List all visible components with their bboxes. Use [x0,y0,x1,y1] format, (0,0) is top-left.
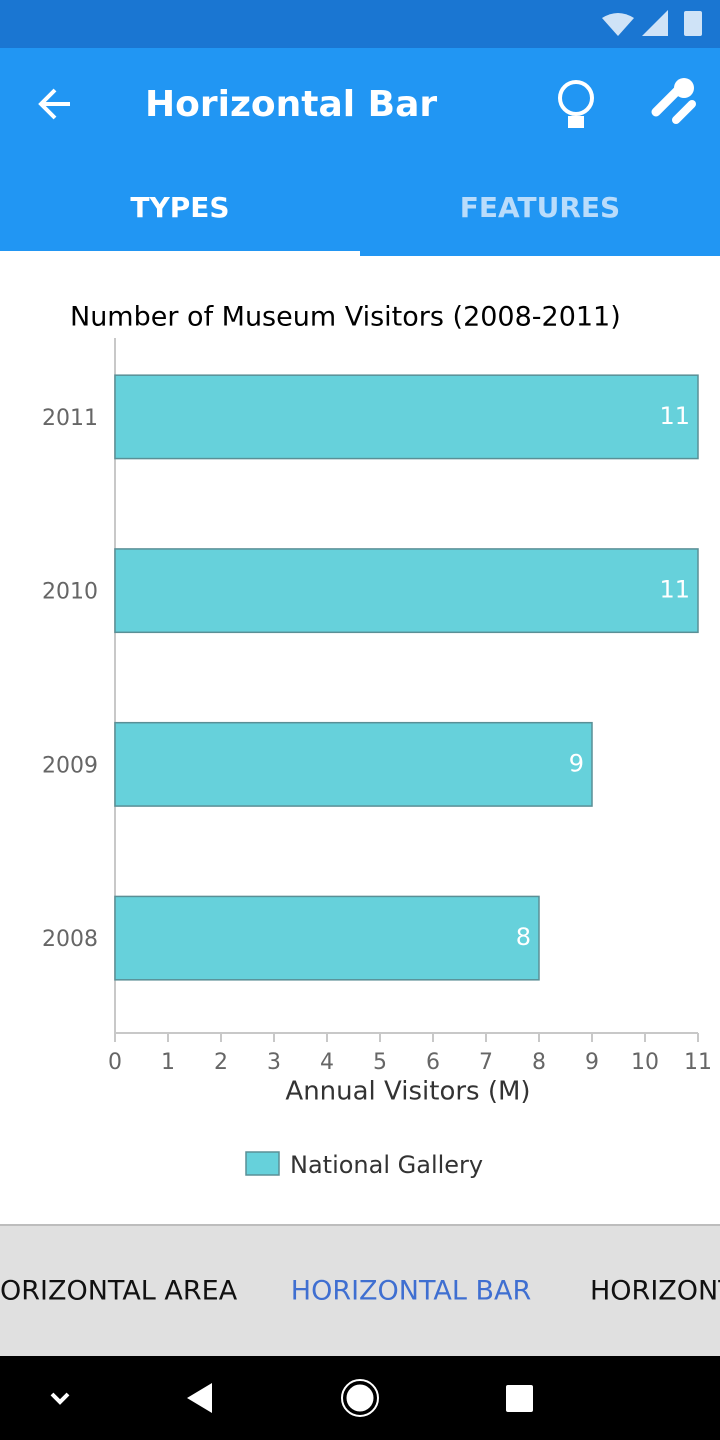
y-tick-label: 2009 [42,753,98,778]
battery-icon [684,11,702,36]
x-tick-label: 8 [532,1050,546,1075]
x-tick-label: 1 [161,1050,175,1075]
y-tick-label: 2008 [42,927,98,952]
nav-home-ring [341,1379,379,1417]
signal-icon [642,10,668,36]
y-tick-label: 2010 [42,580,98,605]
bar [114,374,699,460]
x-tick-label: 10 [631,1050,659,1075]
y-tick-label: 2011 [42,406,98,431]
type-item[interactable]: HORIZONT [590,1276,720,1307]
bulb-button[interactable] [558,80,594,128]
x-tick-label: 11 [684,1050,712,1075]
legend-swatch [245,1151,280,1176]
bar [114,721,593,807]
app-title: Horizontal Bar [145,84,437,125]
x-tick-label: 7 [479,1050,493,1075]
x-tick-label: 2 [214,1050,228,1075]
x-tick-label: 4 [320,1050,334,1075]
chart: Number of Museum Visitors (2008-2011) An… [42,302,712,1180]
back-button[interactable] [38,88,70,120]
tab-indicator [0,251,360,256]
x-tick-label: 0 [108,1050,122,1075]
nav-home[interactable] [343,1381,377,1415]
bar [114,548,699,634]
nav-recents[interactable] [506,1385,533,1412]
nav-down[interactable] [50,1392,70,1405]
settings-button[interactable] [651,78,696,124]
data-label: 8 [516,923,531,951]
type-item[interactable]: ORIZONTAL AREA [0,1276,238,1307]
status-bar [0,0,720,48]
x-tick-label: 9 [585,1050,599,1075]
data-label: 11 [659,402,690,430]
chart-title: Number of Museum Visitors (2008-2011) [70,302,621,333]
x-axis-title: Annual Visitors (M) [285,1077,530,1107]
bar [114,895,540,981]
wifi-icon [602,13,634,36]
app-bar [0,48,720,256]
type-strip [0,1224,720,1356]
x-tick-label: 3 [267,1050,281,1075]
x-tick-label: 5 [373,1050,387,1075]
tab[interactable]: FEATURES [460,191,620,224]
data-label: 9 [569,749,584,777]
legend-label: National Gallery [290,1151,483,1179]
data-label: 11 [659,576,690,604]
nav-back[interactable] [187,1383,212,1413]
type-item-selected[interactable]: HORIZONTAL BAR [291,1276,531,1307]
tab[interactable]: TYPES [130,191,229,224]
x-tick-label: 6 [426,1050,440,1075]
